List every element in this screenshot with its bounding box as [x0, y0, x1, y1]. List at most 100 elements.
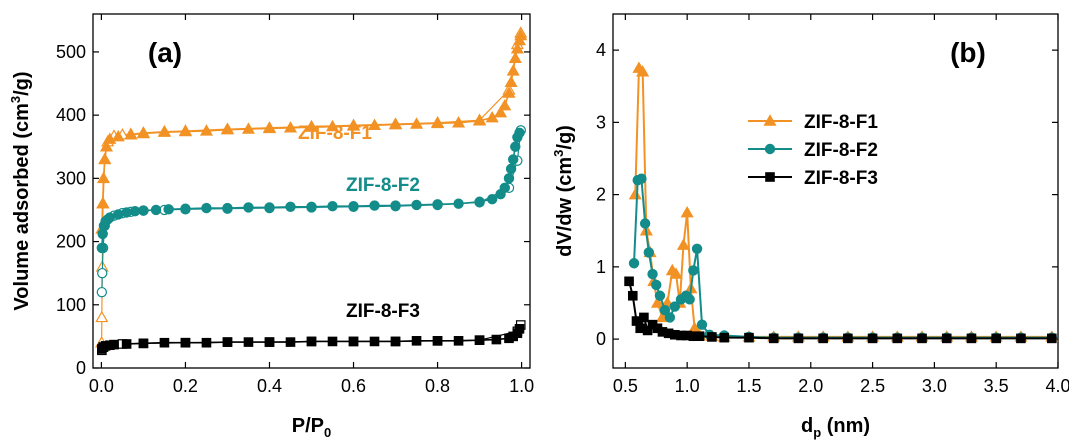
point-zif-8-f2-adsorption: [486, 194, 498, 205]
point-zif-8-f2-adsorption: [285, 201, 296, 213]
point-zif-8-f2-adsorption: [369, 200, 380, 211]
point-zif-8-f3-adsorption: [491, 334, 502, 345]
legend-marker-zif-8-f3: [765, 172, 775, 182]
point-zif-8-f2-adsorption: [453, 198, 464, 209]
point-zif-8-f1: [676, 238, 690, 250]
point-zif-8-f2-adsorption: [507, 154, 519, 165]
point-zif-8-f1-adsorption: [96, 196, 110, 209]
point-zif-8-f3-adsorption: [453, 336, 464, 346]
point-zif-8-f2-desorption: [96, 286, 108, 298]
x-tick-label: 0.0: [89, 376, 114, 396]
point-zif-8-f2: [696, 319, 708, 330]
y-tick-label: 200: [56, 232, 86, 252]
point-zif-8-f3: [867, 333, 878, 344]
line-zif-8-f2-adsorption: [101, 132, 521, 248]
point-zif-8-f2-adsorption: [180, 203, 191, 214]
point-zif-8-f3-adsorption: [243, 337, 254, 347]
legend-marker-zif-8-f1: [763, 114, 777, 126]
point-zif-8-f3: [627, 290, 638, 301]
legend-marker-zif-8-f2: [764, 143, 776, 155]
point-zif-8-f2-adsorption: [222, 202, 233, 214]
plot-frame-a: [92, 13, 531, 369]
chart-panel-b: 0.5 1.0 1.5 2.0 2.5 3.0 3.5 4.0 0 1 2 3 4 dp (nm) dV/d…: [551, 13, 1069, 440]
point-zif-8-f3-adsorption: [390, 336, 401, 347]
point-zif-8-f3-adsorption: [138, 338, 149, 349]
y-axis-label: dV/dw (cm3/g): [551, 125, 576, 257]
point-zif-8-f1-adsorption: [99, 140, 113, 152]
annotation-zif-8-f1: ZIF-8-F1: [298, 123, 372, 144]
point-zif-8-f2-adsorption: [327, 200, 338, 212]
y-axis-label: Volume adsorbed (cm3/g): [8, 71, 33, 310]
legend-label-zif-8-f1: ZIF-8-F1: [804, 112, 878, 133]
point-zif-8-f1-adsorption: [220, 122, 234, 135]
point-zif-8-f2-adsorption: [264, 202, 275, 213]
y-tick-label: 2: [596, 185, 606, 205]
point-zif-8-f2-adsorption: [499, 182, 510, 194]
point-zif-8-f1-adsorption: [410, 117, 424, 129]
point-zif-8-f3-adsorption: [109, 339, 119, 350]
point-zif-8-f1-adsorption: [452, 116, 466, 128]
point-zif-8-f2: [647, 268, 658, 280]
chart-panel-a: 0.0 0.2 0.4 0.6 0.8 1.0 0 100 200 300 400 500 P/P0 Vo…: [8, 13, 534, 440]
point-zif-8-f2: [688, 265, 699, 276]
point-zif-8-f2-adsorption: [348, 200, 359, 212]
x-axis-label: dp (nm): [801, 415, 870, 440]
x-tick-label: 0.4: [257, 376, 282, 396]
series-ZIF-8-F3: [97, 320, 526, 356]
point-zif-8-f3: [1016, 333, 1026, 344]
x-tick-label: 0.6: [341, 376, 366, 396]
point-zif-8-f1-adsorption: [283, 121, 298, 133]
point-zif-8-f1-adsorption: [98, 152, 112, 165]
point-zif-8-f3-adsorption: [348, 336, 359, 347]
point-zif-8-f1-adsorption: [367, 118, 382, 130]
point-zif-8-f1: [628, 187, 642, 200]
point-zif-8-f2: [651, 279, 662, 291]
point-zif-8-f3: [793, 333, 804, 344]
point-zif-8-f1: [636, 65, 650, 77]
point-zif-8-f2: [691, 243, 703, 254]
line-zif-8-f1: [634, 65, 1052, 338]
panel-label-a: (a): [148, 37, 182, 68]
legend-label-zif-8-f3: ZIF-8-F3: [804, 168, 878, 189]
point-zif-8-f3: [624, 276, 634, 287]
x-tick-label: 4.0: [1045, 376, 1069, 396]
point-zif-8-f2-adsorption: [129, 206, 141, 217]
line-zif-8-f1-desorption: [101, 32, 522, 343]
point-zif-8-f1-adsorption: [508, 51, 522, 63]
point-zif-8-f2: [643, 247, 655, 258]
point-zif-8-f1-adsorption: [494, 105, 508, 118]
y-tick-label: 4: [596, 40, 606, 60]
point-zif-8-f3: [707, 332, 717, 342]
point-zif-8-f1-adsorption: [504, 75, 518, 87]
legend: ZIF-8-F1 ZIF-8-F2 ZIF-8-F3: [748, 112, 878, 189]
x-tick-label: 3.5: [984, 376, 1009, 396]
point-zif-8-f2-adsorption: [243, 202, 254, 213]
point-zif-8-f2-adsorption: [411, 199, 422, 211]
point-zif-8-f1-adsorption: [506, 64, 520, 76]
point-zif-8-f1-adsorption: [514, 28, 528, 41]
x-tick-label: 1.0: [675, 376, 700, 396]
y-tick-label: 400: [56, 105, 86, 125]
point-zif-8-f1-adsorption: [325, 119, 340, 132]
point-zif-8-f2-desorption: [97, 267, 108, 279]
point-zif-8-f3: [843, 333, 853, 344]
point-zif-8-f1-adsorption: [498, 98, 512, 111]
point-zif-8-f1-adsorption: [124, 128, 138, 140]
point-zif-8-f1-adsorption: [199, 124, 213, 136]
legend-label-zif-8-f2: ZIF-8-F2: [804, 140, 878, 161]
point-zif-8-f2: [659, 305, 671, 316]
x-tick-label: 0.8: [425, 376, 450, 396]
series-ZIF-8-F2: [96, 125, 526, 298]
y-tick-label: 0: [76, 358, 86, 378]
point-zif-8-f2-adsorption: [514, 127, 525, 139]
point-zif-8-f1-desorption: [95, 310, 109, 323]
x-tick-label: 1.0: [509, 376, 534, 396]
point-zif-8-f1-adsorption: [304, 120, 319, 132]
point-zif-8-f3: [719, 332, 730, 343]
point-zif-8-f1: [669, 267, 683, 279]
point-zif-8-f3-adsorption: [411, 336, 422, 346]
point-zif-8-f3: [941, 333, 952, 344]
point-zif-8-f1-adsorption: [111, 129, 125, 142]
point-zif-8-f2-adsorption: [138, 205, 149, 216]
